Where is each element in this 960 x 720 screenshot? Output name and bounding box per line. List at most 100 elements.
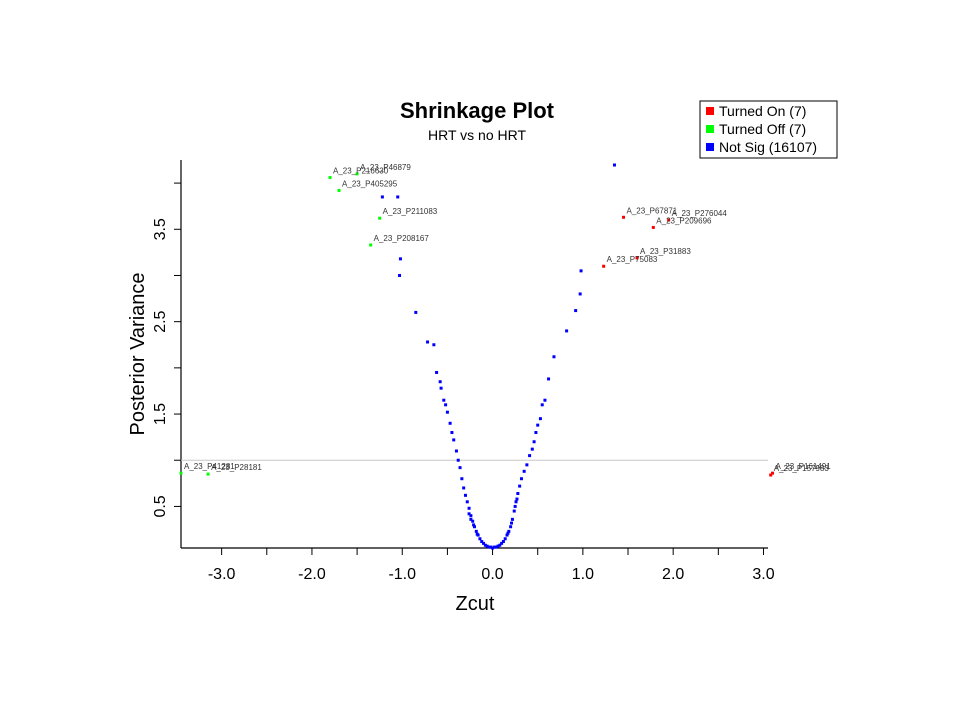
point-label: A_23_P216630 [333, 167, 389, 176]
data-point [514, 500, 518, 504]
data-point [505, 533, 509, 537]
data-point [516, 491, 520, 495]
data-point [602, 264, 606, 268]
data-point [369, 243, 373, 247]
x-tick-label: 2.0 [662, 566, 684, 583]
y-axis-ticks: 0.5 1.5 2.5 3.5 [152, 182, 181, 518]
data-point [494, 545, 498, 549]
data-point [509, 525, 513, 529]
data-point [444, 403, 448, 407]
data-point [450, 431, 454, 435]
data-point [536, 423, 540, 427]
data-point [492, 545, 496, 549]
data-point [503, 537, 507, 541]
data-point [179, 471, 183, 475]
data-point [487, 545, 491, 549]
x-tick-label: 1.0 [572, 566, 594, 583]
y-tick-label: 0.5 [152, 495, 169, 517]
data-point [578, 292, 582, 296]
data-point [538, 417, 542, 421]
data-point [337, 188, 341, 192]
data-point [483, 543, 487, 547]
data-point [534, 431, 538, 435]
point-label: A_23_P208167 [374, 234, 430, 243]
point-label: A_23_P31883 [640, 247, 691, 256]
data-point [480, 540, 484, 544]
x-axis-label: Zcut [456, 593, 495, 615]
data-point [574, 309, 578, 313]
legend-label: Turned Off (7) [719, 121, 806, 137]
data-point [513, 504, 517, 508]
data-points [179, 163, 775, 550]
data-point [445, 410, 449, 414]
x-tick-label: -1.0 [388, 566, 416, 583]
x-tick-label: 3.0 [752, 566, 774, 583]
data-point [439, 386, 443, 390]
data-point [473, 525, 476, 529]
chart-subtitle: HRT vs no HRT [428, 127, 526, 143]
data-point [435, 370, 439, 374]
data-point [500, 541, 504, 545]
data-point [438, 380, 442, 384]
data-point [530, 447, 534, 451]
data-point [515, 497, 519, 501]
data-point [474, 529, 478, 533]
legend-label: Turned On (7) [719, 103, 806, 119]
x-tick-label: 0.0 [481, 566, 503, 583]
data-point [398, 273, 402, 277]
y-tick-label: 1.5 [152, 403, 169, 425]
data-point [522, 469, 526, 473]
data-point [469, 514, 473, 518]
point-label: A_23_P28181 [211, 463, 262, 472]
y-tick-label: 3.5 [152, 218, 169, 240]
data-point [528, 454, 532, 458]
data-point [496, 544, 500, 548]
data-point [396, 195, 400, 199]
data-point [489, 545, 493, 549]
data-point [635, 256, 639, 260]
data-point [478, 537, 482, 541]
data-point [472, 523, 476, 527]
point-label: A_23_P46879 [360, 163, 411, 172]
data-point [442, 398, 446, 402]
data-point [612, 163, 616, 167]
data-point [328, 176, 332, 180]
data-point [463, 493, 467, 497]
data-point [769, 473, 773, 477]
legend-swatch [706, 107, 714, 115]
data-point [462, 486, 466, 490]
x-tick-label: -3.0 [208, 566, 236, 583]
data-point [448, 421, 452, 425]
data-point [482, 541, 486, 545]
data-point [458, 466, 462, 470]
legend-label: Not Sig (16107) [719, 139, 817, 155]
legend: Turned On (7) Turned Off (7) Not Sig (1610… [699, 100, 838, 159]
point-label: A_23_P67871 [627, 206, 678, 215]
data-point [622, 215, 626, 219]
data-point [206, 472, 210, 476]
data-point [469, 517, 473, 521]
data-point [475, 532, 479, 536]
data-point [519, 477, 523, 481]
point-label: A_23_P209696 [656, 216, 712, 225]
data-point [467, 512, 471, 516]
data-point [355, 172, 359, 176]
data-point [667, 218, 671, 222]
data-point [510, 517, 514, 521]
point-label: A_23_P41281 [184, 462, 235, 471]
data-point [380, 195, 384, 199]
data-point [498, 543, 502, 547]
data-point [454, 449, 458, 453]
data-point [467, 506, 471, 510]
data-point [398, 257, 402, 261]
data-point [506, 531, 510, 535]
point-label: A_23_P157983 [774, 464, 830, 473]
data-point [651, 225, 655, 229]
data-point [512, 509, 516, 513]
data-point [456, 458, 460, 462]
plot-area: -3.0 -2.0 -1.0 0.0 1.0 2.0 3.0 0.5 1.5 2.5 3.5 A_… [152, 160, 831, 583]
data-point [465, 500, 469, 504]
data-point [540, 403, 544, 407]
